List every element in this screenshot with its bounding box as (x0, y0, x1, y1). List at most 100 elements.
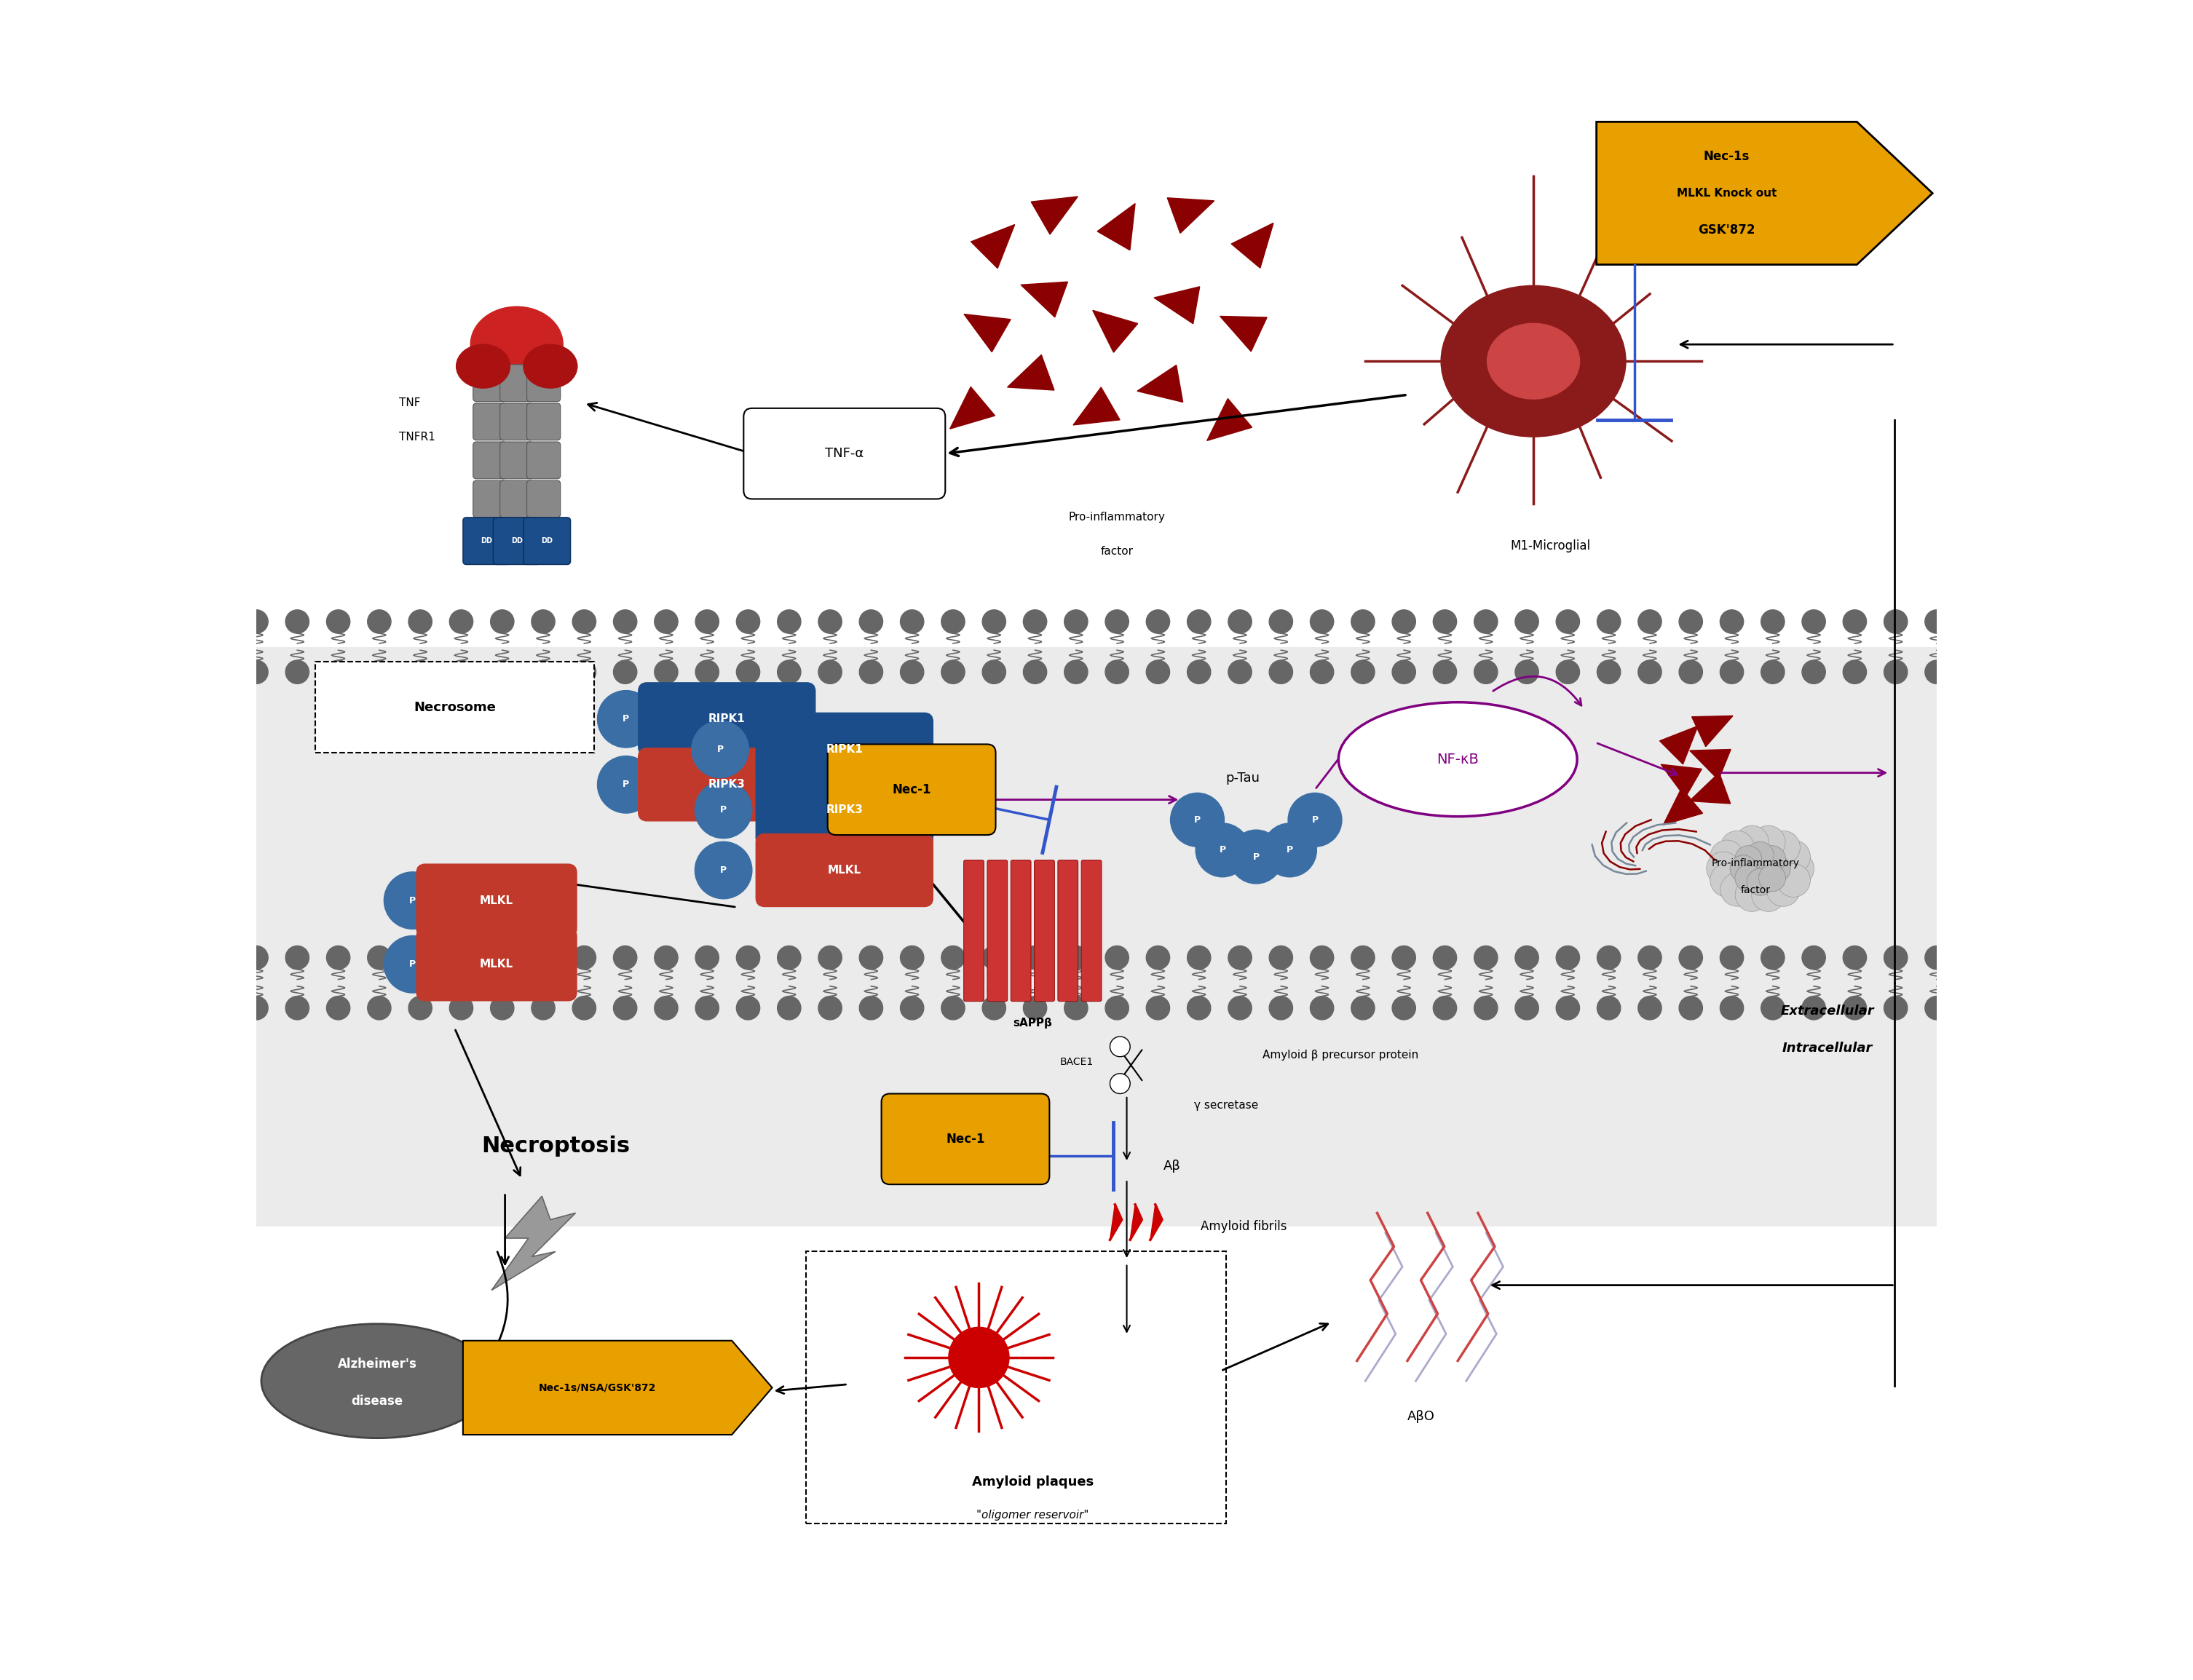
Circle shape (1515, 946, 1539, 969)
Circle shape (1761, 946, 1785, 969)
Circle shape (1597, 996, 1621, 1020)
Text: P: P (719, 865, 726, 875)
Circle shape (1761, 996, 1785, 1020)
Circle shape (1765, 874, 1800, 907)
Circle shape (1171, 793, 1224, 847)
Circle shape (1105, 996, 1129, 1020)
Text: AβO: AβO (1408, 1410, 1434, 1423)
Circle shape (1768, 830, 1800, 864)
Circle shape (1024, 660, 1046, 684)
FancyBboxPatch shape (500, 480, 533, 517)
FancyBboxPatch shape (1035, 860, 1055, 1001)
Text: γ secretase: γ secretase (1193, 1100, 1259, 1110)
Circle shape (327, 996, 351, 1020)
Ellipse shape (456, 344, 511, 388)
Text: Necroptosis: Necroptosis (480, 1136, 629, 1156)
Circle shape (1024, 996, 1046, 1020)
Circle shape (408, 946, 432, 969)
Circle shape (368, 996, 390, 1020)
Text: P: P (719, 805, 726, 815)
Circle shape (950, 1327, 1009, 1388)
Circle shape (737, 610, 761, 633)
Circle shape (1680, 946, 1702, 969)
Circle shape (1474, 660, 1498, 684)
Circle shape (695, 842, 752, 899)
Circle shape (572, 660, 596, 684)
Circle shape (531, 946, 555, 969)
Circle shape (1719, 610, 1743, 633)
Polygon shape (1689, 773, 1730, 803)
Circle shape (450, 946, 474, 969)
Circle shape (1884, 946, 1908, 969)
FancyBboxPatch shape (474, 442, 507, 479)
Circle shape (1228, 610, 1252, 633)
Circle shape (1432, 946, 1456, 969)
Text: Nec-1: Nec-1 (893, 783, 932, 796)
Polygon shape (1219, 316, 1268, 351)
Circle shape (1842, 946, 1866, 969)
Polygon shape (1072, 388, 1121, 425)
Circle shape (1638, 660, 1662, 684)
Polygon shape (1151, 1205, 1162, 1240)
Polygon shape (1691, 716, 1732, 746)
Circle shape (654, 946, 678, 969)
Circle shape (860, 946, 884, 969)
Text: factor: factor (1101, 546, 1134, 556)
FancyBboxPatch shape (500, 403, 533, 440)
Ellipse shape (1338, 702, 1577, 816)
Circle shape (1147, 946, 1169, 969)
Circle shape (1309, 946, 1333, 969)
Circle shape (327, 660, 351, 684)
Text: Alzheimer's: Alzheimer's (338, 1357, 417, 1371)
Circle shape (860, 660, 884, 684)
Circle shape (1925, 946, 1947, 969)
Circle shape (368, 660, 390, 684)
FancyBboxPatch shape (474, 480, 507, 517)
Text: RIPK1: RIPK1 (827, 744, 862, 754)
Circle shape (285, 996, 309, 1020)
Circle shape (695, 610, 719, 633)
Polygon shape (1092, 311, 1138, 353)
Circle shape (1759, 845, 1785, 872)
Text: BACE1: BACE1 (1059, 1057, 1092, 1067)
Circle shape (1711, 864, 1743, 897)
Circle shape (941, 946, 965, 969)
Text: TNF-α: TNF-α (825, 447, 864, 460)
Circle shape (1711, 840, 1743, 874)
Circle shape (654, 660, 678, 684)
Circle shape (450, 660, 474, 684)
Circle shape (1270, 610, 1292, 633)
Circle shape (1195, 823, 1250, 877)
Circle shape (1719, 660, 1743, 684)
Polygon shape (1007, 354, 1055, 390)
Text: Amyloid β precursor protein: Amyloid β precursor protein (1263, 1050, 1419, 1060)
Polygon shape (1020, 282, 1068, 318)
Circle shape (491, 610, 513, 633)
FancyBboxPatch shape (493, 517, 539, 564)
FancyBboxPatch shape (987, 860, 1007, 1001)
Circle shape (1515, 996, 1539, 1020)
Circle shape (1557, 996, 1579, 1020)
Circle shape (776, 610, 800, 633)
Circle shape (1735, 879, 1770, 912)
Circle shape (982, 946, 1007, 969)
Circle shape (737, 996, 761, 1020)
Circle shape (246, 660, 268, 684)
Polygon shape (1096, 203, 1136, 250)
Circle shape (1884, 610, 1908, 633)
Circle shape (1393, 660, 1417, 684)
Circle shape (1309, 610, 1333, 633)
Circle shape (1735, 865, 1761, 892)
Text: sAPPβ: sAPPβ (1013, 1018, 1053, 1028)
Polygon shape (1230, 223, 1274, 269)
Circle shape (1557, 946, 1579, 969)
Circle shape (1474, 946, 1498, 969)
Circle shape (776, 946, 800, 969)
Circle shape (1925, 996, 1947, 1020)
Polygon shape (1660, 726, 1697, 764)
Text: NF-κB: NF-κB (1436, 753, 1478, 766)
FancyBboxPatch shape (526, 442, 561, 479)
Circle shape (408, 660, 432, 684)
Polygon shape (1129, 1205, 1143, 1240)
Circle shape (1781, 852, 1814, 885)
